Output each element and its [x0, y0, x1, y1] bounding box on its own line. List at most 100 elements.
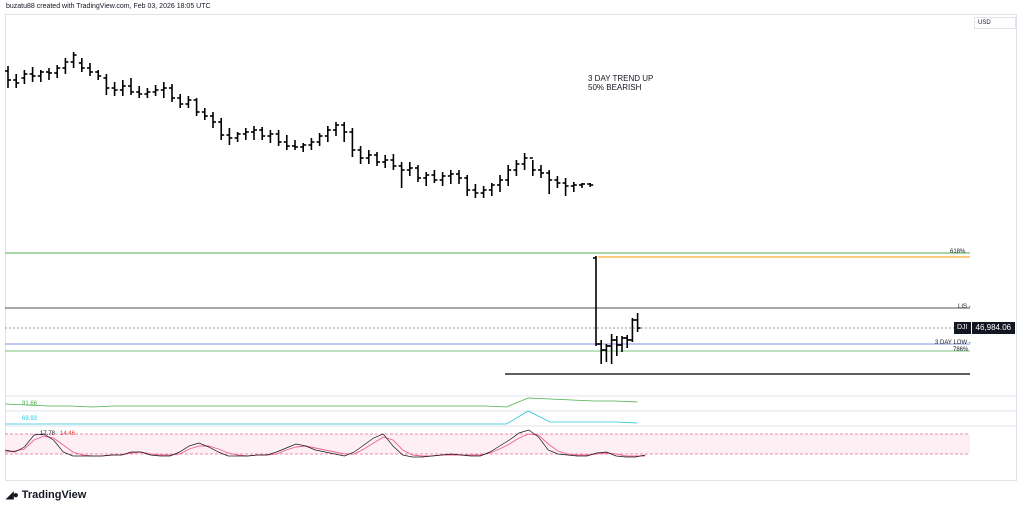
- ohlc-bar: [242, 128, 249, 140]
- ohlc-bar: [579, 183, 585, 188]
- price-tag-value: 46,984.06: [971, 322, 1016, 334]
- chart-frame[interactable]: [5, 14, 1017, 481]
- ohlc-bar: [562, 178, 569, 196]
- daily-bar: [613, 336, 620, 356]
- ohlc-bar: [283, 135, 290, 150]
- ohlc-bar: [357, 146, 364, 164]
- currency-label[interactable]: USD: [974, 17, 1016, 29]
- ohlc-bar: [144, 88, 151, 98]
- ohlc-bar: [333, 122, 339, 136]
- ohlc-bar: [349, 128, 356, 157]
- fib786-label: 786%: [953, 347, 969, 353]
- ohlc-bar: [324, 126, 331, 142]
- ohlc-bar: [464, 175, 471, 196]
- daily-bar: [603, 344, 610, 362]
- ohlc-bar: [439, 172, 446, 186]
- ohlc-bar: [275, 130, 282, 146]
- ohlc-bar: [13, 74, 20, 88]
- ohlc-bar: [37, 70, 44, 82]
- ohlc-bar: [54, 65, 61, 78]
- ohlc-bar: [128, 78, 134, 95]
- ohlc-bar: [374, 152, 380, 166]
- stoch-d-value: 14.46: [60, 431, 76, 437]
- ohlc-bar: [193, 98, 200, 116]
- daily-bar: [629, 318, 636, 342]
- ohlc-bar: [488, 183, 495, 196]
- chart-caption: buzatu88 created with TradingView.com, F…: [6, 3, 211, 10]
- ohlc-bar: [218, 118, 225, 140]
- ohlc-bar: [456, 170, 462, 184]
- trend-annotation: 3 DAY TREND UP 50% BEARISH: [588, 74, 653, 92]
- price-tag-symbol: DJI: [954, 322, 971, 334]
- stoch-band: [5, 434, 970, 454]
- ohlc-bar: [513, 160, 520, 176]
- daily-bar: [624, 335, 631, 348]
- ohlc-bar: [406, 162, 413, 176]
- ohlc-bar: [587, 183, 594, 187]
- ohlc-bar: [70, 52, 77, 68]
- ohlc-bar: [226, 128, 233, 145]
- indicator2-line: [5, 410, 638, 425]
- ohlc-bar: [21, 70, 28, 84]
- ohlc-bar: [46, 68, 52, 80]
- ohlc-bar: [554, 176, 561, 188]
- daily-bar: [634, 313, 641, 332]
- tradingview-logo-icon: ◢●: [6, 489, 19, 501]
- ohlc-bar: [521, 153, 528, 170]
- indicator2-value: 69.93: [22, 416, 38, 422]
- ohlc-bar: [529, 157, 536, 176]
- ohlc-bar: [316, 133, 323, 146]
- ohlc-bar: [570, 182, 577, 192]
- ohlc-bar: [111, 82, 118, 96]
- ohlc-bar: [29, 67, 36, 82]
- ohlc-bar: [95, 70, 102, 80]
- daily-bar: [608, 334, 615, 364]
- ohlc-bar: [398, 162, 405, 188]
- ohlc-bar: [341, 122, 348, 142]
- fib618-label: 618%: [950, 249, 966, 255]
- ohlc-bar: [87, 63, 93, 76]
- last-price-tag: DJI 46,984.06: [954, 322, 1016, 334]
- annotation-line-2: 50% BEARISH: [588, 83, 642, 92]
- ohlc-bar: [201, 108, 208, 120]
- three-day-low-label: 3 DAY LOW -: [935, 340, 971, 346]
- ohlc-bar: [177, 94, 184, 108]
- ohlc-bar: [472, 184, 479, 198]
- ohlc-bar: [160, 82, 167, 98]
- ohlc-bar: [136, 86, 143, 98]
- lis-label: LIS -: [958, 304, 971, 310]
- daily-bar: [593, 256, 599, 346]
- ohlc-bar: [5, 66, 11, 88]
- ohlc-bar: [152, 85, 159, 96]
- indicator-lines: [4, 397, 646, 458]
- tradingview-logo-text: TradingView: [21, 489, 87, 501]
- ohlc-bar: [259, 127, 266, 140]
- indicator1-value: 91.66: [22, 401, 38, 407]
- ohlc-bar: [431, 170, 438, 183]
- indicator1-line: [4, 397, 638, 408]
- ohlc-bar: [103, 74, 110, 95]
- ohlc-bar: [210, 112, 216, 128]
- ohlc-bars: [5, 52, 594, 198]
- ohlc-bar: [300, 143, 307, 152]
- ohlc-bar: [480, 186, 487, 198]
- tradingview-logo[interactable]: ◢● TradingView: [6, 489, 86, 501]
- ohlc-bar: [423, 172, 430, 186]
- ohlc-bar: [185, 96, 192, 108]
- ohlc-bar: [365, 150, 372, 164]
- ohlc-bar: [447, 170, 454, 184]
- ohlc-bar: [292, 140, 298, 150]
- ohlc-bar: [267, 130, 274, 143]
- ohlc-bar: [62, 58, 69, 74]
- daily-ohlc-bars: [593, 256, 641, 364]
- ohlc-bar: [234, 132, 241, 142]
- ohlc-bar: [251, 126, 257, 140]
- ohlc-bar: [119, 80, 126, 96]
- ohlc-bar: [78, 58, 85, 72]
- ohlc-bar: [169, 84, 175, 102]
- ohlc-bar: [497, 175, 503, 192]
- ohlc-bar: [390, 154, 397, 170]
- stoch-k-line: [4, 429, 646, 458]
- ohlc-bar: [538, 165, 544, 178]
